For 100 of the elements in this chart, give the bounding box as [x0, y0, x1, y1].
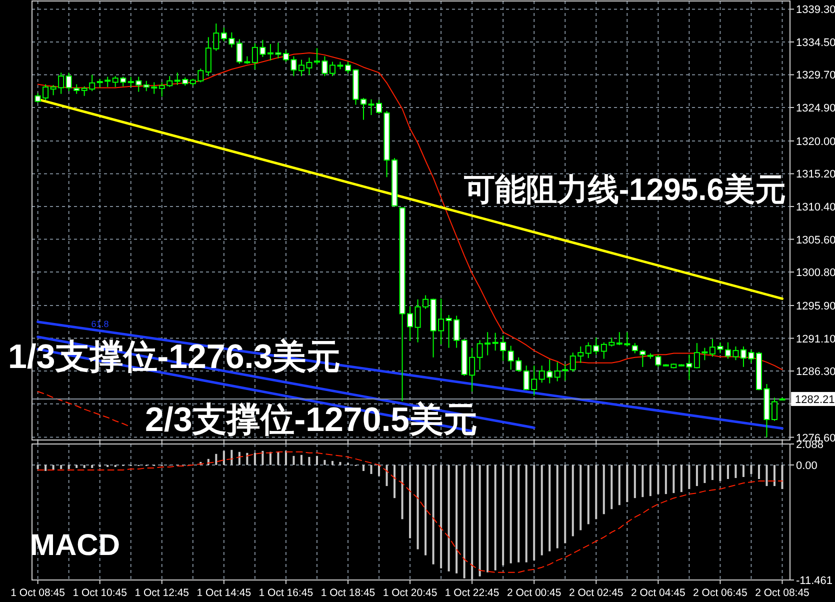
- bar: [657, 464, 660, 494]
- bar: [618, 464, 620, 506]
- bar: [726, 464, 729, 480]
- bar: [416, 464, 419, 550]
- bar: [222, 450, 225, 465]
- bar: [269, 452, 272, 465]
- bar: [394, 464, 396, 498]
- bar: [308, 456, 310, 465]
- y-tick-label: 1305.60: [796, 234, 835, 246]
- bar: [518, 464, 520, 562]
- bar: [440, 464, 442, 568]
- bar: [734, 464, 737, 478]
- bar: [246, 452, 248, 465]
- bar: [533, 464, 536, 560]
- bar: [292, 456, 295, 465]
- candlestick: [66, 72, 72, 92]
- bar: [781, 464, 784, 490]
- x-tick-label: 1 Oct 14:45: [196, 587, 252, 599]
- bar: [548, 464, 551, 552]
- bar: [750, 464, 752, 474]
- bar: [456, 464, 458, 574]
- y-tick-label: 2.088: [796, 439, 824, 451]
- bar: [401, 464, 404, 520]
- bar: [277, 452, 280, 465]
- y-tick-label: 1300.80: [796, 267, 835, 280]
- y-tick-label: 1339.30: [796, 4, 835, 16]
- y-tick-label: 1320.00: [796, 136, 835, 148]
- x-tick-label: 1 Oct 12:45: [134, 587, 190, 599]
- bar: [766, 464, 768, 486]
- bar: [626, 464, 628, 502]
- y-tick-label: 1310.40: [796, 202, 835, 214]
- bar: [696, 464, 698, 486]
- x-tick-label: 1 Oct 10:45: [72, 587, 128, 599]
- bar: [580, 464, 582, 530]
- y-tick-label: 1286.30: [796, 366, 835, 378]
- bar: [370, 464, 372, 474]
- bar: [448, 464, 450, 572]
- bar: [587, 464, 590, 524]
- bar: [688, 464, 690, 490]
- y-tick-label: 1324.90: [796, 102, 835, 115]
- annotation: 61.8: [91, 319, 109, 329]
- bar: [386, 464, 388, 486]
- x-tick-label: 2 Oct 06:45: [693, 587, 748, 599]
- y-tick-label: 1334.50: [796, 36, 835, 49]
- bar: [316, 456, 318, 465]
- bar: [525, 464, 528, 562]
- bar: [378, 464, 380, 476]
- x-tick-label: 1 Oct 18:45: [320, 587, 376, 599]
- bar: [52, 464, 54, 470]
- bar: [704, 464, 706, 484]
- x-tick-label: 1 Oct 20:45: [382, 587, 438, 599]
- bar: [339, 462, 342, 465]
- x-tick-label: 1 Oct 22:45: [444, 587, 500, 599]
- bar: [742, 464, 744, 478]
- x-tick-label: 2 Oct 08:45: [755, 587, 810, 599]
- bar: [758, 464, 760, 480]
- y-tick-label: 1329.70: [796, 70, 835, 82]
- bar: [36, 464, 39, 469]
- bar: [642, 464, 644, 498]
- bar: [540, 464, 543, 556]
- x-tick-label: 1 Oct 08:45: [10, 587, 66, 599]
- x-tick-label: 2 Oct 00:45: [506, 587, 562, 599]
- bar: [634, 464, 636, 498]
- bar: [409, 464, 412, 538]
- bar: [424, 464, 427, 556]
- bar: [672, 464, 675, 494]
- bar: [486, 464, 489, 572]
- candlestick: [74, 84, 80, 94]
- bar: [300, 454, 302, 465]
- bar: [595, 464, 598, 520]
- bar: [68, 464, 70, 469]
- bar: [680, 464, 682, 492]
- bar: [564, 464, 566, 544]
- bar: [649, 464, 652, 496]
- bar: [610, 464, 613, 510]
- bar: [230, 450, 233, 465]
- bar: [556, 464, 558, 548]
- candlestick: [771, 397, 778, 422]
- bar: [572, 464, 574, 536]
- bar: [432, 464, 434, 564]
- bar: [711, 464, 714, 480]
- bar: [254, 452, 256, 465]
- candlestick: [360, 97, 367, 120]
- y-tick-label: 1291.10: [796, 333, 835, 346]
- y-tick-label: 0.00: [796, 460, 818, 472]
- y-tick-label: 1315.20: [796, 168, 835, 181]
- bar: [284, 450, 287, 465]
- bar: [331, 460, 334, 465]
- bar: [602, 464, 605, 514]
- bar: [502, 464, 504, 566]
- bar: [494, 464, 496, 570]
- x-tick-label: 1 Oct 16:45: [258, 587, 314, 599]
- bar: [664, 464, 667, 494]
- bar: [324, 460, 326, 465]
- annotation: 可能阻力线-1295.6美元: [462, 172, 786, 207]
- bar: [262, 450, 264, 465]
- x-tick-label: 2 Oct 02:45: [568, 587, 624, 599]
- bar: [510, 464, 512, 564]
- y-tick-label: 1295.90: [796, 300, 835, 312]
- bar: [83, 464, 86, 468]
